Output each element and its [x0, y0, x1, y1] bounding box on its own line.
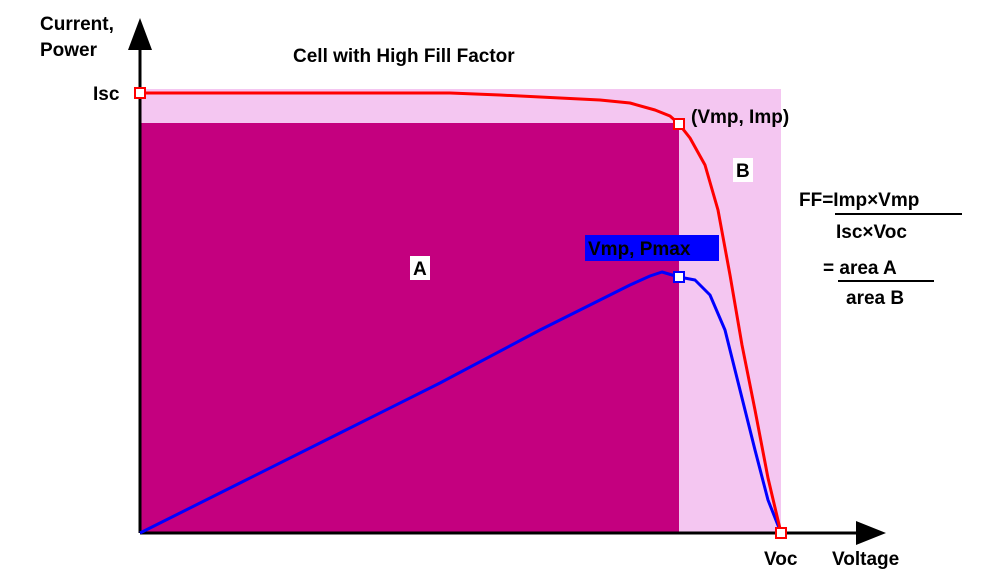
region-b-label-bg [733, 158, 753, 182]
x-axis-arrow [856, 521, 886, 545]
mpp-power-label: Vmp, Pmax [588, 239, 691, 260]
y-axis-label-line2: Power [40, 40, 98, 61]
mpp-current-marker [673, 118, 685, 130]
x-axis-label: Voltage [832, 549, 899, 570]
formula-area-a: = area A [823, 258, 897, 279]
region-a-label: A [413, 259, 427, 280]
area-a-rect [140, 123, 679, 533]
formula-numerator: FF=Imp×Vmp [799, 190, 919, 211]
region-b-label: B [736, 161, 750, 182]
voc-label: Voc [764, 549, 798, 570]
formula-denominator: Isc×Voc [836, 222, 907, 243]
y-axis-arrow [128, 18, 152, 50]
y-axis-label-line1: Current, [40, 14, 114, 35]
power-curve [139, 270, 783, 535]
voc-marker [775, 527, 787, 539]
isc-label: Isc [93, 84, 120, 105]
mpp-current-label: (Vmp, Imp) [691, 107, 789, 128]
mpp-power-label-bg [585, 235, 719, 261]
isc-marker [134, 87, 146, 99]
diagram-title: Cell with High Fill Factor [293, 46, 515, 67]
region-a-label-bg [410, 256, 430, 280]
mpp-power-marker [673, 271, 685, 283]
formula-area-b: area B [846, 288, 904, 309]
